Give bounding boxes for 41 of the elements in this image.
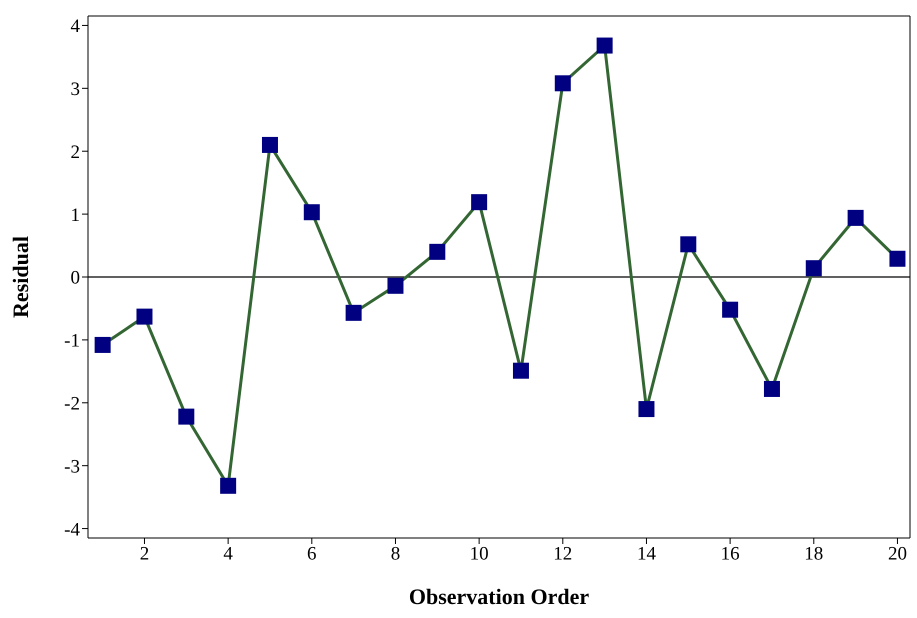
y-tick-label: -3 — [64, 456, 80, 478]
y-tick-label: 3 — [70, 79, 80, 100]
point — [638, 401, 654, 418]
point — [387, 278, 404, 294]
point — [471, 194, 488, 210]
y-tick-label: 0 — [70, 268, 80, 289]
y-tick-label: 1 — [70, 204, 80, 226]
point — [512, 362, 529, 379]
x-tick-label: 10 — [470, 543, 489, 564]
x-tick-label: 8 — [390, 543, 400, 564]
x-tick-label: 14 — [636, 543, 656, 564]
point — [554, 75, 571, 92]
y-axis-title: Residual — [8, 236, 33, 318]
x-tick-label: 6 — [307, 543, 317, 564]
point — [178, 408, 194, 425]
point — [848, 210, 864, 226]
point — [722, 302, 738, 318]
x-tick-label: 18 — [804, 543, 824, 564]
x-axis-title: Observation Order — [408, 584, 590, 609]
point — [304, 204, 320, 220]
x-tick-label: 16 — [720, 543, 740, 564]
point — [596, 38, 613, 54]
x-tick-label: 2 — [140, 543, 150, 564]
point — [136, 308, 152, 325]
y-tick-label: -1 — [64, 330, 80, 352]
point — [429, 244, 446, 260]
x-tick-label: 4 — [223, 543, 234, 564]
y-tick-label: 2 — [70, 142, 80, 163]
y-tick-label: -2 — [64, 394, 80, 415]
point — [262, 136, 278, 153]
x-tick-label: 20 — [888, 543, 907, 564]
point — [94, 336, 111, 353]
y-tick-label: -4 — [64, 519, 80, 540]
x-tick-label: 12 — [553, 543, 572, 564]
point — [220, 478, 236, 494]
point — [346, 304, 362, 321]
point — [764, 380, 780, 397]
point — [680, 236, 696, 252]
point — [889, 250, 906, 267]
y-tick-label: 4 — [70, 16, 80, 38]
point — [806, 260, 822, 276]
